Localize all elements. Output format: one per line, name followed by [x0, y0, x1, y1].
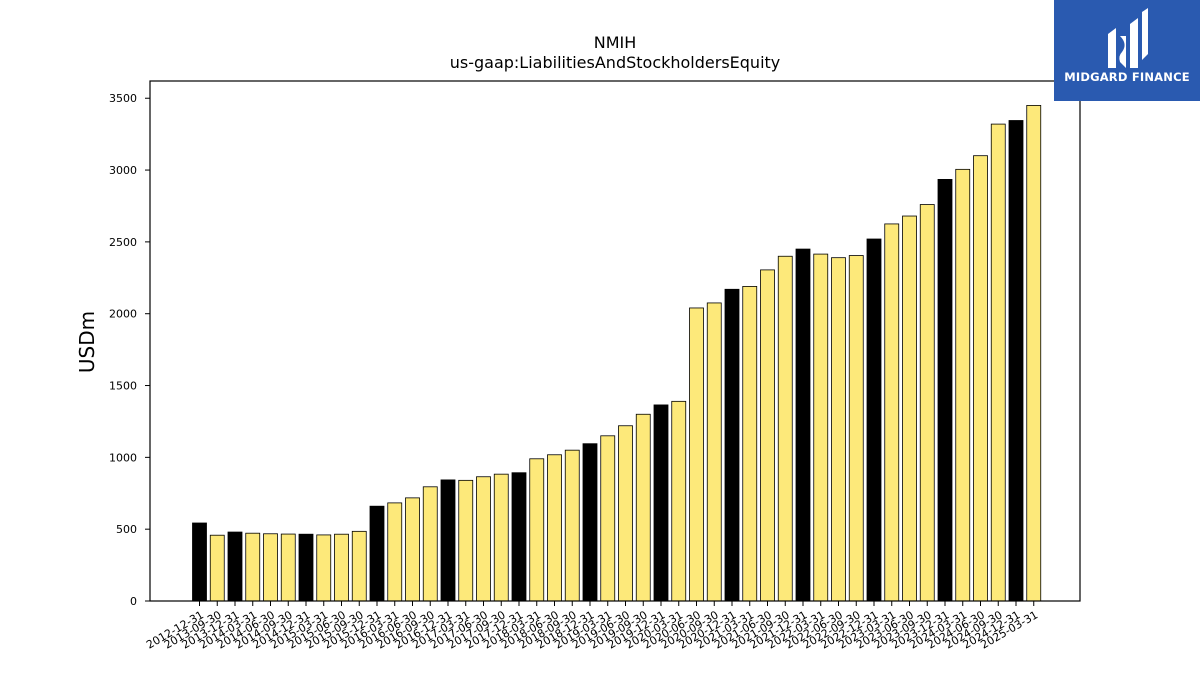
chart-title: NMIH	[594, 33, 637, 52]
bar-2017-03-31	[458, 479, 474, 602]
bar-2017-12-31	[511, 472, 527, 602]
bar-2016-03-31	[387, 502, 403, 602]
bar-2021-06-30	[760, 269, 775, 602]
y-tick-label: 500	[116, 523, 137, 536]
logo-text: MIDGARD FINANCE	[1064, 70, 1190, 84]
bar-2013-12-31	[227, 531, 243, 602]
bar-2019-03-31	[600, 435, 616, 602]
bar-2020-03-31	[671, 400, 687, 602]
y-tick-label: 3000	[109, 164, 137, 177]
bar-2014-09-30	[280, 533, 296, 602]
bars-group	[192, 105, 1042, 602]
bar-2018-06-30	[547, 454, 562, 602]
x-axis-ticks: 2012-12-312013-09-302013-12-312014-03-31…	[144, 601, 1040, 652]
bar-2014-06-30	[263, 533, 278, 602]
y-tick-label: 2000	[109, 308, 137, 321]
bar-2020-12-31	[724, 288, 740, 602]
bar-2021-12-31	[795, 248, 811, 602]
bar-2022-09-30	[848, 255, 864, 602]
bar-2019-06-30	[618, 425, 633, 602]
bar-2018-12-31	[582, 443, 598, 602]
bar-2015-09-30	[351, 530, 367, 602]
bar-2014-03-31	[245, 532, 261, 602]
y-axis-ticks: 0 500 1000 1500 2000 2500 3000 3500	[109, 92, 150, 608]
bar-2023-12-31	[937, 178, 953, 602]
bar-2015-03-31	[316, 534, 332, 602]
midgard-logo-icon	[1108, 8, 1148, 68]
bar-2015-06-30	[334, 533, 349, 602]
bar-2012-12-31	[192, 522, 207, 602]
plot-frame	[149, 80, 1081, 602]
bar-2022-06-30	[831, 257, 846, 602]
bar-2021-03-31	[742, 286, 758, 602]
y-tick-label: 0	[130, 595, 137, 608]
y-tick-label: 3500	[109, 92, 137, 105]
bar-2021-09-30	[777, 255, 793, 602]
midgard-finance-logo: MIDGARD FINANCE	[1054, 0, 1200, 101]
bar-2016-12-31	[440, 479, 456, 602]
y-axis-label: USDm	[75, 311, 99, 373]
bar-2017-06-30	[476, 476, 491, 602]
chart-subtitle: us-gaap:LiabilitiesAndStockholdersEquity	[450, 53, 781, 72]
bar-2018-09-30	[564, 449, 580, 602]
bar-2020-06-30	[689, 307, 704, 602]
bar-2024-06-30	[973, 155, 988, 602]
y-tick-label: 1500	[109, 380, 137, 393]
bar-2019-09-30	[635, 413, 651, 602]
y-tick-label: 2500	[109, 236, 137, 249]
bar-2023-06-30	[902, 215, 917, 602]
bar-2022-03-31	[813, 253, 829, 602]
y-tick-label: 1000	[109, 451, 137, 464]
bar-2017-09-30	[493, 473, 509, 602]
bar-2023-09-30	[919, 204, 935, 602]
bar-2024-12-31	[1008, 120, 1024, 602]
bar-2024-03-31	[955, 168, 971, 602]
bar-2018-03-31	[529, 458, 545, 602]
bar-2025-03-31	[1026, 105, 1042, 602]
bar-2023-03-31	[884, 223, 900, 602]
bar-2013-09-30	[209, 534, 225, 602]
bar-2016-06-30	[405, 497, 420, 602]
bar-2022-12-31	[866, 238, 882, 602]
bar-2024-09-30	[990, 123, 1006, 602]
bar-2020-09-30	[706, 302, 722, 602]
bar-2016-09-30	[422, 486, 438, 602]
bar-2015-12-31	[369, 505, 385, 602]
bar-2014-12-31	[298, 533, 314, 602]
bar-2019-12-31	[653, 404, 669, 602]
